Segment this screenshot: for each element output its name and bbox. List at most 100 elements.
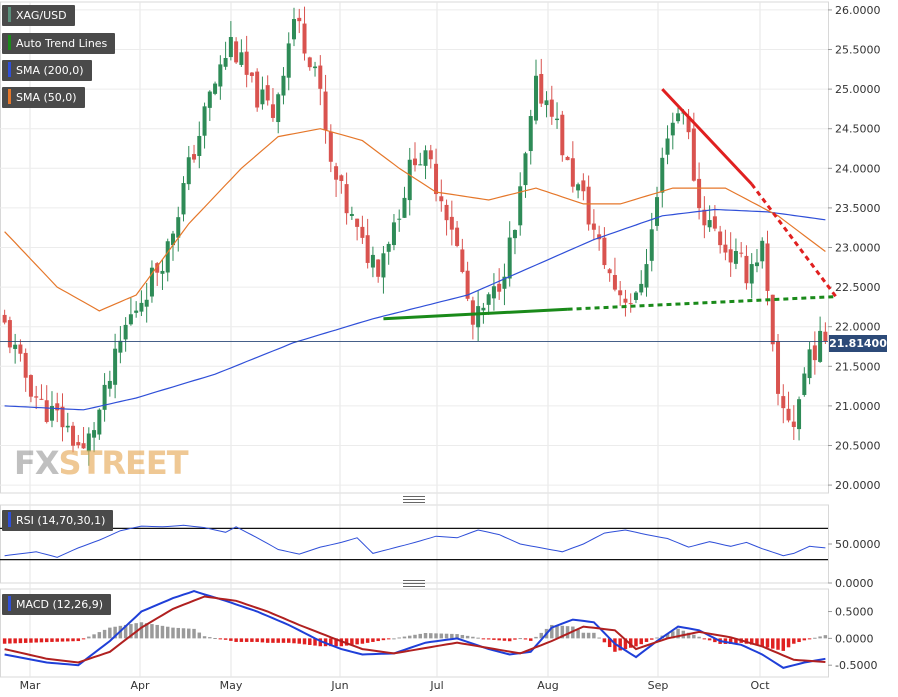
candle-body-up: [423, 150, 428, 166]
macd-hist-bar-neg: [486, 638, 491, 640]
candle-body-down: [565, 156, 570, 161]
legend-sma50[interactable]: SMA (50,0): [2, 87, 85, 108]
candle-body-up: [370, 254, 375, 268]
legend-label: SMA (50,0): [16, 91, 77, 104]
macd-hist-bar-neg: [807, 638, 812, 640]
legend-xagusd[interactable]: XAG/USD: [2, 5, 75, 26]
candle-body-down: [81, 443, 86, 449]
legend-trend-lines[interactable]: Auto Trend Lines: [2, 33, 116, 54]
y-tick-label: 21.0000: [835, 400, 881, 413]
macd-hist-bar-neg: [313, 638, 317, 646]
macd-hist-bar-pos: [87, 636, 91, 639]
legend-macd[interactable]: MACD (12,26,9): [2, 594, 112, 615]
macd-hist-bar-pos: [460, 634, 465, 639]
y-tick-label: 24.5000: [835, 123, 881, 136]
candle-body-down: [786, 408, 791, 421]
candle-body-up: [181, 183, 186, 215]
macd-hist-bar-neg: [29, 638, 33, 643]
candle-body-down: [76, 442, 81, 446]
macd-hist-bar-neg: [802, 638, 807, 641]
candle-body-down: [302, 23, 307, 54]
y-tick-label: 22.0000: [835, 321, 881, 334]
candle-body-down: [449, 216, 454, 230]
macd-hist-bar-neg: [644, 638, 649, 642]
candle-body-down: [23, 352, 28, 378]
candle-body-up: [381, 253, 386, 278]
rsi-line: [4, 524, 826, 558]
candle-body-down: [155, 263, 160, 273]
candle-body-up: [123, 324, 128, 340]
candle-body-down: [570, 158, 575, 187]
candle-body-down: [34, 396, 39, 398]
candle-body-down: [28, 375, 33, 397]
candle-body-down: [812, 345, 817, 361]
candle-body-up: [144, 299, 149, 307]
macd-hist-bar-neg: [39, 638, 44, 643]
candle-body-up: [165, 241, 170, 273]
macd-hist-bar-neg: [734, 638, 738, 644]
macd-hist-bar-neg: [276, 638, 280, 643]
macd-pane-resize-handle[interactable]: [403, 580, 425, 587]
macd-hist-bar-pos: [592, 632, 596, 639]
macd-hist-bar-neg: [702, 638, 707, 640]
candle-body-down: [691, 128, 696, 181]
macd-hist-bar-neg: [628, 638, 633, 648]
candle-body-up: [223, 58, 228, 67]
macd-hist-bar-neg: [350, 638, 354, 645]
macd-hist-bar-pos: [402, 636, 407, 639]
macd-hist-bar-pos: [202, 636, 207, 639]
candle-body-up: [386, 243, 391, 252]
y-tick-label: 26.0000: [835, 4, 881, 17]
candle-body-down: [497, 283, 502, 292]
macd-hist-bar-pos: [476, 637, 480, 639]
macd-hist-bar-pos: [418, 633, 422, 639]
watermark-part2: STREET: [58, 444, 189, 482]
macd-hist-bar-neg: [302, 638, 307, 645]
candle-body-up: [176, 217, 181, 238]
candle-body-down: [55, 403, 60, 411]
candle-body-down: [360, 226, 365, 238]
fxstreet-watermark-logo: FXSTREET: [14, 444, 189, 482]
macd-hist-bar-neg: [44, 638, 49, 643]
macd-hist-bar-neg: [749, 638, 754, 645]
macd-hist-bar-pos: [581, 632, 586, 639]
macd-hist-bar-neg: [339, 638, 344, 647]
candle-body-down: [728, 249, 733, 263]
rsi-pane-resize-handle[interactable]: [403, 496, 425, 503]
macd-hist-bar-neg: [255, 638, 259, 642]
macd-hist-bar-pos: [129, 624, 133, 639]
legend-rsi[interactable]: RSI (14,70,30,1): [2, 510, 114, 531]
y-tick-label: 23.5000: [835, 202, 881, 215]
macd-hist-bar-pos: [423, 633, 428, 639]
macd-hist-bar-neg: [292, 638, 296, 644]
candle-body-down: [744, 255, 749, 284]
candle-body-down: [44, 400, 49, 422]
legend-sma200[interactable]: SMA (200,0): [2, 60, 92, 81]
candle-body-down: [628, 303, 633, 305]
macd-hist-bar-neg: [50, 638, 54, 642]
candle-body-up: [407, 159, 412, 201]
y-tick-label: 20.5000: [835, 439, 881, 452]
candle-body-down: [776, 341, 781, 394]
candle-body-up: [134, 310, 139, 313]
x-tick-label: Oct: [750, 679, 770, 692]
y-tick-label: 24.0000: [835, 162, 881, 175]
macd-tick-label: 0.5000: [835, 606, 874, 619]
candle-body-up: [239, 52, 244, 65]
macd-hist-bar-neg: [371, 638, 375, 642]
candle-body-down: [7, 320, 12, 348]
macd-hist-bar-pos: [150, 624, 154, 639]
candle-body-down: [334, 166, 339, 180]
candle-body-up: [555, 118, 560, 121]
macd-hist-bar-neg: [318, 638, 323, 647]
candle-body-down: [560, 114, 565, 156]
x-tick-label: Aug: [537, 679, 558, 692]
macd-hist-bar-pos: [697, 636, 701, 639]
candle-body-up: [665, 138, 670, 155]
candle-body-down: [249, 72, 254, 76]
candle-body-down: [702, 209, 707, 226]
macd-hist-bar-pos: [539, 632, 544, 639]
legend-label: SMA (200,0): [16, 64, 84, 77]
macd-hist-bar-pos: [565, 626, 570, 639]
